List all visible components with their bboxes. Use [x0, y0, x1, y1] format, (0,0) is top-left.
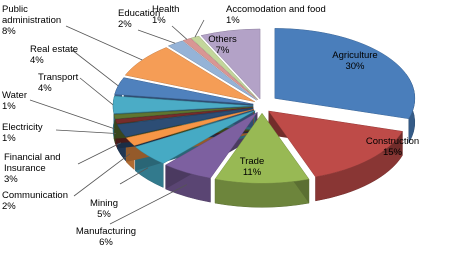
value-label: 4% — [30, 55, 44, 66]
slice-label: Others 7% — [200, 34, 245, 56]
category-label: Trade — [239, 156, 265, 167]
category-label: Financial and Insurance — [4, 152, 61, 174]
value-label: 30% — [345, 61, 365, 72]
category-label: Education — [118, 8, 161, 19]
leader-line — [65, 25, 143, 61]
category-label: Health — [152, 4, 180, 15]
slice-label: Agriculture 30% — [320, 50, 390, 72]
category-label: Agriculture — [332, 50, 378, 61]
category-label: Water — [2, 90, 27, 101]
category-label: Manufacturing — [75, 226, 137, 237]
value-label: 2% — [118, 19, 132, 30]
leader-line — [55, 129, 117, 134]
leader-line — [194, 19, 205, 38]
value-label: 15% — [382, 147, 402, 158]
slice-label: Accomodation and food 1% — [226, 4, 336, 26]
value-label: 4% — [38, 83, 52, 94]
leader-line — [29, 99, 115, 130]
slice — [116, 108, 254, 138]
category-label: Others — [208, 34, 237, 45]
category-label: Public administration — [2, 4, 62, 26]
value-label: 1% — [2, 133, 16, 144]
value-label: 1% — [226, 15, 240, 26]
category-label: Mining — [90, 198, 118, 209]
slice-label: Mining 5% — [84, 198, 124, 220]
leader-line — [137, 29, 176, 44]
value-label: 6% — [99, 237, 113, 248]
slice-label: Real estate 4% — [30, 44, 90, 66]
leader-line — [71, 49, 119, 87]
category-label: Electricity — [2, 122, 43, 133]
slice — [125, 109, 255, 146]
slice — [112, 95, 254, 114]
slice — [167, 40, 257, 101]
value-label: 2% — [2, 201, 16, 212]
value-label: 8% — [2, 26, 16, 37]
slice-label: Health 1% — [152, 4, 192, 26]
slice-label: Water 1% — [2, 90, 42, 112]
slice — [214, 112, 310, 184]
leader-line — [77, 142, 122, 165]
value-label: 11% — [242, 167, 262, 178]
leader-line — [73, 153, 131, 197]
leader-line — [119, 167, 149, 185]
slice — [113, 106, 254, 120]
value-label: 1% — [152, 15, 166, 26]
slice-label: Transport 4% — [38, 72, 98, 94]
value-label: 3% — [4, 174, 18, 185]
leader-line — [79, 77, 114, 106]
slice-label: Financial and Insurance 3% — [4, 152, 84, 185]
slice — [165, 112, 258, 179]
slice-label: Manufacturing 6% — [66, 226, 146, 248]
category-label: Transport — [38, 72, 79, 83]
slice-label: Public administration 8% — [2, 4, 82, 37]
slice — [114, 107, 254, 124]
slice-label: Construction 15% — [355, 136, 430, 158]
category-label: Real estate — [30, 44, 79, 55]
slice-label: Electricity 1% — [2, 122, 57, 144]
leader-line — [109, 184, 188, 225]
value-label: 5% — [97, 209, 111, 220]
category-label: Communication — [2, 190, 68, 201]
value-label: 1% — [2, 101, 16, 112]
category-label: Accomodation and food — [226, 4, 326, 15]
slice — [267, 110, 403, 178]
value-label: 7% — [215, 45, 230, 56]
slice — [200, 28, 261, 100]
slice-label: Trade 11% — [222, 156, 282, 178]
slice-label: Communication 2% — [2, 190, 72, 212]
slice — [182, 37, 258, 100]
leader-line — [171, 25, 188, 40]
slice-label: Education 2% — [118, 8, 178, 30]
slice — [274, 28, 416, 120]
slice — [134, 110, 256, 164]
category-label: Construction — [365, 136, 420, 147]
